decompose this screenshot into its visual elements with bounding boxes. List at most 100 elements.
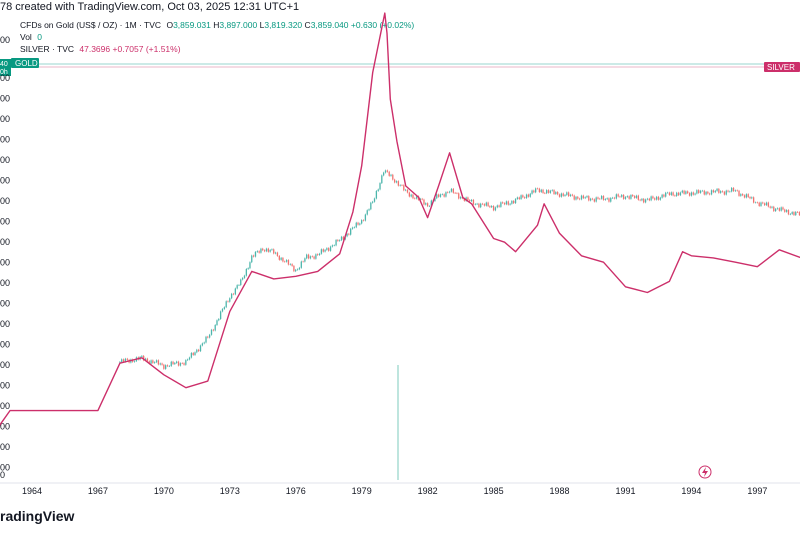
gold-candle — [698, 190, 700, 193]
gold-candle — [126, 358, 128, 360]
gold-candle — [401, 185, 403, 186]
gold-candle — [740, 194, 742, 196]
time-axis-label: 1991 — [615, 486, 635, 496]
gold-candle — [155, 360, 158, 363]
gold-open-key: O — [166, 20, 174, 30]
gold-candle — [207, 336, 209, 338]
gold-candle — [351, 227, 354, 229]
gold-badge[interactable]: GOLD — [11, 58, 39, 68]
gold-candle — [780, 207, 782, 211]
gold-candle — [575, 196, 577, 200]
gold-candle — [582, 195, 585, 199]
gold-candle — [567, 192, 570, 197]
gold-candle — [458, 193, 460, 199]
gold-candle — [694, 193, 696, 195]
gold-candle — [654, 198, 656, 200]
gold-candle — [152, 360, 154, 363]
gold-series-label: CFDs on Gold (US$ / OZ) · 1M · TVC — [20, 20, 162, 30]
time-axis-label: 1964 — [22, 486, 42, 496]
gold-candle — [280, 257, 282, 260]
chart-legend: CFDs on Gold (US$ / OZ) · 1M · TVC O3,85… — [20, 19, 414, 55]
silver-price-value: 47.3696 — [79, 44, 111, 54]
silver-line — [0, 12, 800, 426]
gold-candle — [762, 202, 764, 204]
price-scale-tick-label: 00 — [0, 442, 10, 452]
gold-candle — [710, 190, 713, 195]
gold-candle — [785, 210, 788, 212]
gold-candle — [320, 249, 323, 254]
gold-candle — [203, 342, 205, 344]
gold-candle — [445, 192, 447, 197]
gold-candle — [260, 248, 262, 253]
gold-low-key: L — [259, 20, 265, 30]
gold-candle — [703, 190, 705, 195]
gold-candle — [459, 197, 462, 199]
lightning-icon[interactable] — [698, 465, 712, 479]
gold-candle — [322, 249, 324, 252]
gold-candle — [415, 196, 418, 199]
gold-candle — [143, 355, 145, 361]
gold-candle — [333, 245, 335, 246]
gold-candle — [185, 360, 187, 365]
gold-candle — [188, 357, 191, 360]
gold-candle — [701, 190, 704, 192]
gold-candle — [370, 202, 372, 210]
gold-candle — [533, 190, 535, 193]
gold-candle — [284, 261, 286, 263]
gold-candle — [218, 318, 220, 321]
gold-candle — [796, 211, 799, 213]
gold-candle — [588, 196, 590, 201]
gold-candle — [624, 196, 627, 199]
gold-candle — [328, 248, 330, 251]
gold-candle — [359, 223, 361, 225]
gold-candle — [262, 248, 264, 251]
price-scale-tick-label: 00 — [0, 278, 10, 288]
gold-candle — [406, 189, 409, 193]
gold-candle — [361, 220, 363, 224]
price-scale-tick-label: 00 — [0, 237, 10, 247]
gold-candle — [661, 194, 663, 198]
gold-candle — [714, 190, 716, 193]
gold-candle — [752, 197, 755, 203]
gold-candle — [384, 170, 387, 173]
gold-candle — [282, 257, 284, 262]
gold-candle — [306, 254, 308, 259]
gold-candle — [628, 196, 630, 199]
gold-candle — [247, 268, 249, 270]
price-scale-tick-label: 00 — [0, 360, 10, 370]
legend-silver-row[interactable]: SILVER · TVC 47.3696 +0.7057 (+1.51%) — [20, 43, 414, 55]
gold-candle — [774, 208, 777, 212]
gold-candle — [238, 285, 240, 286]
gold-candle — [734, 190, 737, 192]
gold-candle — [668, 192, 671, 195]
gold-candle — [513, 200, 515, 204]
silver-badge[interactable]: SILVER — [764, 62, 800, 72]
price-scale-tick-label: 00 — [0, 73, 10, 83]
gold-candle — [340, 236, 343, 241]
silver-badge-label: SILVER — [767, 63, 795, 72]
gold-candle — [212, 329, 215, 331]
gold-candle — [681, 190, 683, 193]
gold-candle — [161, 363, 163, 365]
time-axis-label: 1997 — [747, 486, 767, 496]
legend-vol-row[interactable]: Vol 0 — [20, 31, 414, 43]
gold-candle — [632, 195, 634, 197]
gold-candle — [685, 191, 687, 194]
gold-candle — [600, 195, 603, 199]
gold-candle — [395, 181, 398, 183]
gold-candle — [635, 195, 638, 198]
time-axis-label: 1979 — [352, 486, 372, 496]
gold-candle — [566, 192, 568, 195]
gold-candle — [350, 228, 352, 235]
gold-candle — [298, 267, 301, 270]
gold-candle — [725, 190, 727, 195]
gold-candle — [172, 361, 174, 365]
price-scale-tick-label: 00 — [0, 422, 10, 432]
price-scale-tick-label: 00 — [0, 135, 10, 145]
price-scale: 00 40 0h 0 00 00 00 00 00 00 00 00 00 00 00 00 00 00 0… — [0, 35, 11, 480]
gold-candle — [646, 198, 649, 200]
gold-candle — [269, 249, 271, 252]
gold-candle — [599, 198, 601, 200]
gold-candle — [234, 288, 237, 295]
